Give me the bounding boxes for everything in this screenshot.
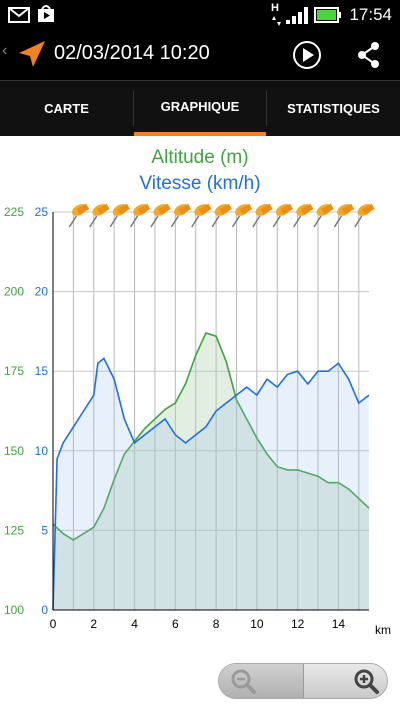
y-right-tick-label: 5 — [41, 523, 48, 537]
tab-carte[interactable]: CARTE — [44, 101, 89, 116]
chart-title-speed: Vitesse (km/h) — [139, 173, 261, 194]
y-left-tick-label: 225 — [4, 205, 24, 219]
battery-icon — [314, 7, 341, 23]
zoom-out-button[interactable] — [219, 664, 303, 698]
pushpin-icon[interactable] — [272, 202, 294, 228]
altitude-speed-chart[interactable]: 100 125 150 175 200 225 0 5 10 15 20 25 0 2 4 6 8 10 12 14 k… — [0, 200, 400, 660]
y-left-tick-label: 150 — [4, 444, 24, 458]
y-right-tick-label: 0 — [41, 603, 48, 617]
pushpin-icon[interactable] — [354, 202, 375, 228]
pushpin-icon[interactable] — [333, 202, 355, 228]
zoom-separator — [303, 664, 304, 698]
x-tick-label: 10 — [250, 617, 264, 631]
pushpin-icon[interactable] — [191, 202, 212, 228]
x-axis-label: km — [375, 623, 391, 637]
navigation-arrow-icon[interactable] — [15, 39, 47, 71]
x-tick-label: 6 — [172, 617, 179, 631]
y-left-tick-label: 125 — [4, 523, 24, 537]
pushpin-icon[interactable] — [68, 202, 90, 228]
x-tick-label: 4 — [131, 617, 138, 631]
tab-divider — [266, 91, 267, 126]
pushpin-icon[interactable] — [129, 202, 151, 228]
y-right-tick-label: 15 — [35, 364, 49, 378]
zoom-in-icon — [354, 669, 379, 694]
store-icon — [38, 5, 54, 22]
pushpin-icon[interactable] — [293, 202, 314, 228]
chart-title-altitude: Altitude (m) — [151, 147, 249, 168]
x-tick-label: 2 — [90, 617, 97, 631]
share-icon[interactable] — [355, 41, 383, 69]
y-left-tick-label: 200 — [4, 285, 24, 299]
tab-statistiques[interactable]: STATISTIQUES — [287, 101, 380, 116]
x-tick-label: 0 — [50, 617, 57, 631]
x-tick-label: 14 — [332, 617, 346, 631]
signal-icon — [286, 7, 308, 24]
pushpin-icon[interactable] — [313, 202, 334, 228]
pushpin-icon[interactable] — [231, 202, 253, 228]
tab-graphique[interactable]: GRAPHIQUE — [134, 81, 266, 136]
zoom-control — [218, 663, 388, 699]
data-arrows-icon — [272, 16, 281, 26]
y-left-tick-label: 175 — [4, 364, 24, 378]
pushpin-icon[interactable] — [150, 202, 171, 228]
pushpin-icon[interactable] — [170, 202, 192, 228]
network-type: H — [271, 2, 279, 14]
tab-divider — [133, 91, 134, 126]
pushpin-icon[interactable] — [252, 202, 273, 228]
pushpin-icon[interactable] — [109, 202, 130, 228]
x-tick-label: 8 — [213, 617, 220, 631]
app-bar: ‹ 02/03/2014 10:20 — [0, 30, 400, 80]
pushpin-icon[interactable] — [211, 202, 232, 228]
speed-line — [52, 357, 370, 611]
y-right-tick-label: 10 — [35, 444, 49, 458]
altitude-area — [53, 332, 369, 610]
status-bar: H 17:54 — [0, 0, 400, 30]
zoom-in-button[interactable] — [304, 664, 387, 698]
back-icon[interactable]: ‹ — [2, 42, 8, 59]
clock: 17:54 — [349, 5, 392, 24]
y-right-tick-label: 20 — [35, 285, 49, 299]
zoom-out-icon — [231, 669, 256, 694]
tab-bar: CARTE GRAPHIQUE STATISTIQUES — [0, 80, 400, 136]
pushpin-icon[interactable] — [89, 202, 110, 228]
x-tick-label: 12 — [291, 617, 305, 631]
altitude-line — [52, 332, 370, 541]
y-left-tick-label: 100 — [4, 603, 24, 617]
speed-area — [53, 358, 369, 610]
y-right-tick-label: 25 — [35, 205, 49, 219]
play-icon[interactable] — [292, 40, 322, 70]
activity-title: 02/03/2014 10:20 — [54, 42, 210, 64]
mail-icon — [8, 7, 30, 23]
